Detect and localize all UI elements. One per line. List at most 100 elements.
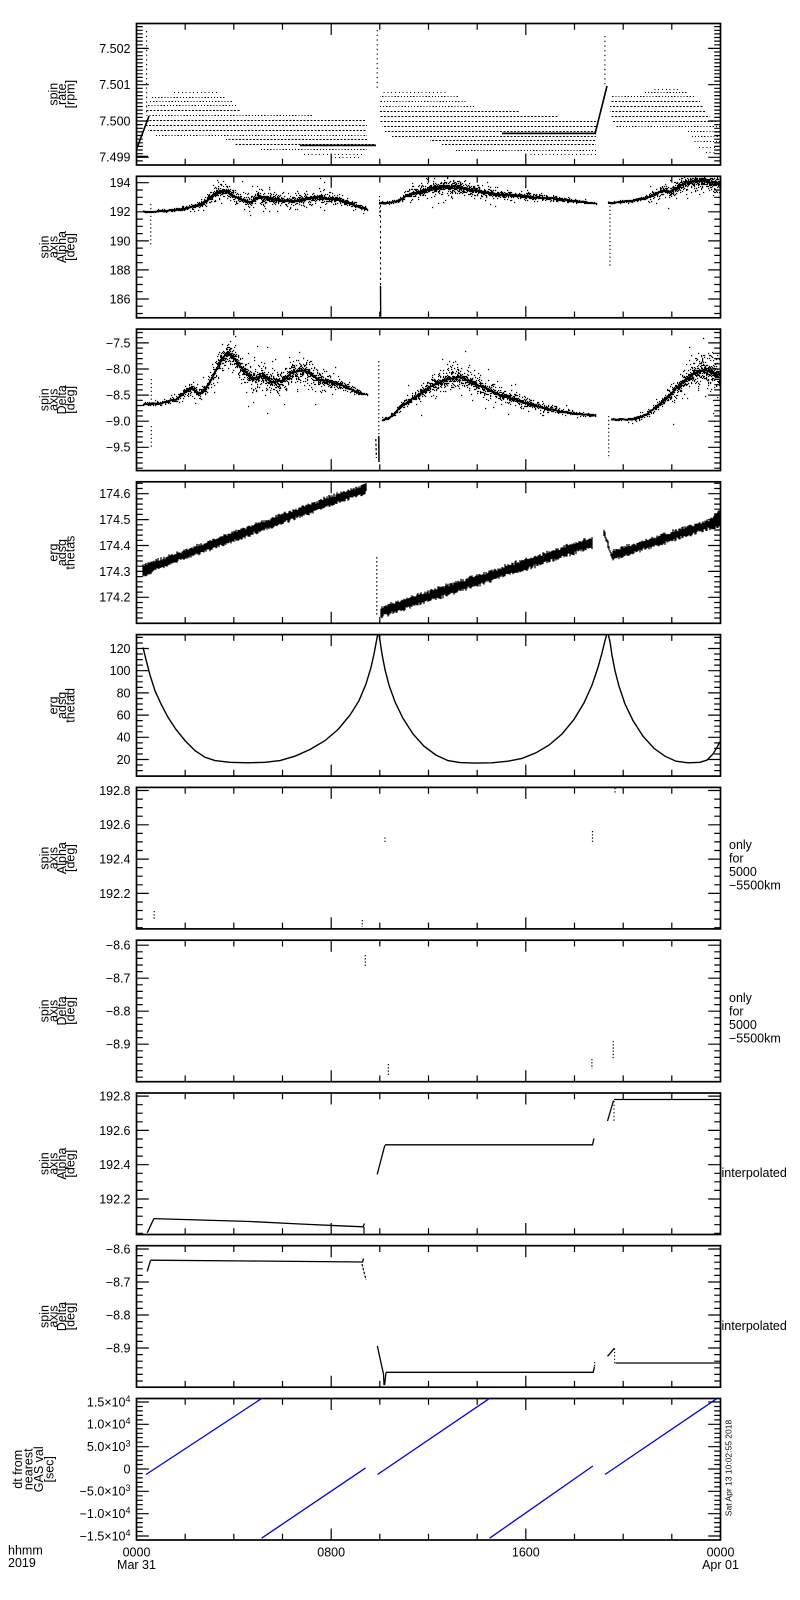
- svg-text:5000: 5000: [729, 865, 757, 879]
- svg-text:spin: spin: [38, 235, 52, 258]
- svg-text:−8.8: −8.8: [106, 1005, 131, 1019]
- svg-text:spin: spin: [38, 999, 52, 1022]
- svg-text:only: only: [729, 838, 753, 852]
- svg-text:5.0×103: 5.0×103: [87, 1439, 131, 1455]
- svg-text:thetad: thetad: [64, 688, 78, 723]
- svg-text:adsg: adsg: [55, 539, 69, 566]
- svg-text:−8.6: −8.6: [106, 1242, 131, 1256]
- svg-text:0800: 0800: [317, 1546, 345, 1560]
- svg-text:0000: 0000: [707, 1546, 735, 1560]
- svg-text:188: 188: [110, 263, 131, 277]
- svg-text:20: 20: [117, 753, 131, 767]
- svg-text:0000: 0000: [123, 1546, 151, 1560]
- svg-text:1600: 1600: [512, 1546, 540, 1560]
- svg-text:axis: axis: [46, 389, 60, 411]
- svg-text:174.6: 174.6: [99, 487, 130, 501]
- svg-text:Delta: Delta: [55, 1302, 69, 1331]
- svg-text:192.4: 192.4: [99, 853, 130, 867]
- svg-text:192.2: 192.2: [99, 887, 130, 901]
- svg-text:thetas: thetas: [64, 536, 78, 570]
- svg-text:174.4: 174.4: [99, 539, 130, 553]
- svg-text:192: 192: [110, 205, 131, 219]
- svg-text:100: 100: [110, 664, 131, 678]
- svg-text:−9.5: −9.5: [106, 441, 131, 455]
- svg-text:−5500km: −5500km: [729, 879, 781, 893]
- svg-text:[deg]: [deg]: [64, 997, 78, 1025]
- svg-text:192.4: 192.4: [99, 1158, 130, 1172]
- svg-text:for: for: [729, 1005, 744, 1019]
- svg-text:7.502: 7.502: [99, 42, 130, 56]
- svg-text:−7.5: −7.5: [106, 336, 131, 350]
- svg-text:interpolated: interpolated: [722, 1319, 787, 1333]
- svg-text:[rpm]: [rpm]: [64, 80, 78, 108]
- svg-text:spin: spin: [38, 388, 52, 411]
- svg-text:−8.7: −8.7: [106, 1275, 131, 1289]
- svg-text:axis: axis: [46, 1153, 60, 1175]
- svg-text:192.6: 192.6: [99, 1124, 130, 1138]
- svg-text:7.500: 7.500: [99, 114, 130, 128]
- svg-text:Delta: Delta: [55, 385, 69, 414]
- svg-text:adsg: adsg: [55, 692, 69, 719]
- svg-text:40: 40: [117, 731, 131, 745]
- svg-text:174.5: 174.5: [99, 513, 130, 527]
- svg-text:axis: axis: [46, 847, 60, 869]
- svg-text:[sec]: [sec]: [43, 1456, 57, 1482]
- svg-text:[deg]: [deg]: [64, 386, 78, 414]
- svg-text:axis: axis: [46, 236, 60, 258]
- svg-text:120: 120: [110, 642, 131, 656]
- svg-text:186: 186: [110, 292, 131, 306]
- svg-text:axis: axis: [46, 1000, 60, 1022]
- svg-text:for: for: [729, 852, 744, 866]
- svg-text:Mar 31: Mar 31: [117, 1558, 156, 1572]
- svg-text:60: 60: [117, 709, 131, 723]
- svg-text:−1.0×104: −1.0×104: [80, 1506, 131, 1522]
- svg-text:spin: spin: [38, 847, 52, 870]
- svg-text:−8.6: −8.6: [106, 939, 131, 953]
- svg-text:7.501: 7.501: [99, 78, 130, 92]
- svg-text:174.2: 174.2: [99, 591, 130, 605]
- svg-text:[deg]: [deg]: [64, 1150, 78, 1178]
- svg-text:−5.0×103: −5.0×103: [80, 1483, 131, 1499]
- svg-text:interpolated: interpolated: [722, 1166, 787, 1180]
- svg-text:−8.7: −8.7: [106, 972, 131, 986]
- svg-text:2019: 2019: [8, 1556, 36, 1570]
- svg-text:190: 190: [110, 234, 131, 248]
- svg-text:1.0×104: 1.0×104: [87, 1416, 131, 1432]
- svg-text:nearest: nearest: [22, 1448, 36, 1490]
- svg-text:spin: spin: [46, 83, 60, 106]
- svg-text:−5500km: −5500km: [729, 1032, 781, 1046]
- svg-text:−1.5×104: −1.5×104: [80, 1528, 131, 1544]
- svg-text:spin: spin: [38, 1152, 52, 1175]
- svg-text:192.8: 192.8: [99, 1090, 130, 1104]
- svg-text:erg: erg: [46, 696, 60, 714]
- svg-text:−8.9: −8.9: [106, 1341, 131, 1355]
- svg-text:axis: axis: [46, 1305, 60, 1327]
- svg-text:Apr 01: Apr 01: [702, 1558, 739, 1572]
- svg-text:5000: 5000: [729, 1018, 757, 1032]
- svg-text:1.5×104: 1.5×104: [87, 1394, 131, 1410]
- svg-text:−8.9: −8.9: [106, 1038, 131, 1052]
- svg-text:194: 194: [110, 176, 131, 190]
- svg-text:GAS val: GAS val: [32, 1446, 46, 1492]
- svg-text:174.3: 174.3: [99, 565, 130, 579]
- svg-text:−8.0: −8.0: [106, 362, 131, 376]
- svg-text:−8.8: −8.8: [106, 1308, 131, 1322]
- svg-text:Alpha: Alpha: [55, 231, 69, 263]
- svg-text:Delta: Delta: [55, 996, 69, 1025]
- svg-text:192.6: 192.6: [99, 818, 130, 832]
- svg-text:[deg]: [deg]: [64, 844, 78, 872]
- svg-text:192.2: 192.2: [99, 1192, 130, 1206]
- svg-text:80: 80: [117, 686, 131, 700]
- svg-text:Sat Apr 13 10:02:55 2018: Sat Apr 13 10:02:55 2018: [724, 1420, 734, 1517]
- svg-text:[deg]: [deg]: [64, 1303, 78, 1331]
- svg-text:−8.5: −8.5: [106, 389, 131, 403]
- svg-text:0: 0: [124, 1462, 131, 1476]
- svg-text:[deg]: [deg]: [64, 233, 78, 261]
- svg-text:192.8: 192.8: [99, 784, 130, 798]
- svg-text:rate: rate: [55, 83, 69, 105]
- svg-text:hhmm: hhmm: [8, 1544, 43, 1558]
- svg-text:spin: spin: [38, 1305, 52, 1328]
- svg-text:Alpha: Alpha: [55, 1148, 69, 1180]
- svg-text:−9.0: −9.0: [106, 415, 131, 429]
- svg-text:dt from: dt from: [11, 1450, 25, 1489]
